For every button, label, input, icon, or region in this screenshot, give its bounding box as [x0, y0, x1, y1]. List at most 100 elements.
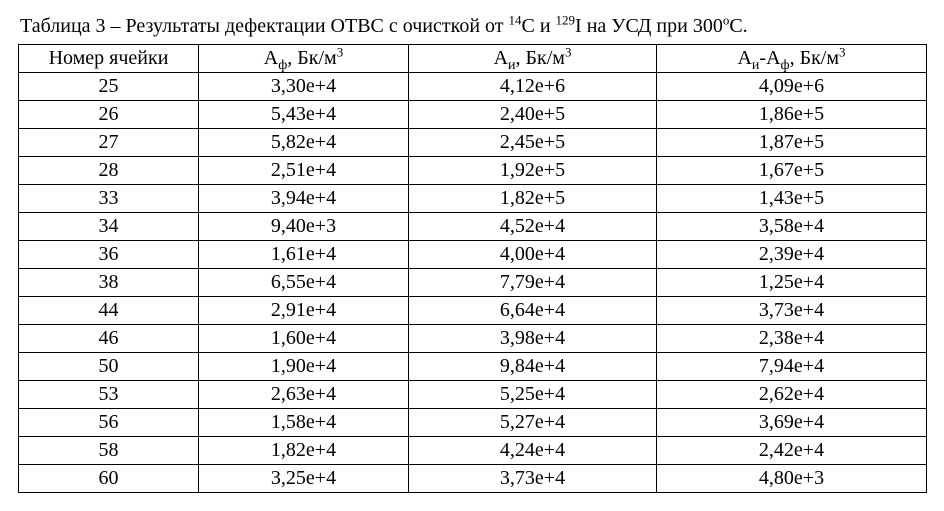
table-caption: Таблица 3 – Результаты дефектации ОТВС с…	[20, 14, 926, 38]
cell-af: 5,43e+4	[199, 101, 409, 129]
cell-number: 44	[19, 297, 199, 325]
cell-number: 26	[19, 101, 199, 129]
col3-b: , Бк/м	[516, 47, 565, 69]
cell-ai: 3,73e+4	[409, 465, 657, 493]
cell-number: 58	[19, 437, 199, 465]
col4-sup: 3	[839, 45, 846, 60]
table-row: 361,61e+44,00e+42,39e+4	[19, 241, 927, 269]
cell-af: 3,25e+4	[199, 465, 409, 493]
table-header-row: Номер ячейки Аф, Бк/м3 Аи, Бк/м3 Аи-Аф, …	[19, 45, 927, 73]
caption-iso1: С и	[522, 15, 556, 37]
col3-a: А	[494, 47, 508, 69]
caption-sup-14: 14	[509, 12, 522, 27]
cell-af: 9,40e+3	[199, 213, 409, 241]
table-row: 442,91e+46,64e+43,73e+4	[19, 297, 927, 325]
cell-diff: 3,73e+4	[657, 297, 927, 325]
table-row: 561,58e+45,27e+43,69e+4	[19, 409, 927, 437]
table-row: 532,63e+45,25e+42,62e+4	[19, 381, 927, 409]
col4-a: А	[737, 47, 751, 69]
cell-ai: 4,24e+4	[409, 437, 657, 465]
cell-number: 27	[19, 129, 199, 157]
cell-diff: 1,43e+5	[657, 185, 927, 213]
cell-number: 53	[19, 381, 199, 409]
cell-ai: 1,92e+5	[409, 157, 657, 185]
cell-diff: 3,58e+4	[657, 213, 927, 241]
cell-ai: 4,00e+4	[409, 241, 657, 269]
cell-ai: 6,64e+4	[409, 297, 657, 325]
table-row: 265,43e+42,40e+51,86e+5	[19, 101, 927, 129]
cell-ai: 5,25e+4	[409, 381, 657, 409]
cell-number: 50	[19, 353, 199, 381]
col4-mid: -А	[759, 47, 780, 69]
cell-af: 2,63e+4	[199, 381, 409, 409]
cell-number: 33	[19, 185, 199, 213]
col4-sub2: ф	[781, 58, 790, 73]
col2-sup: 3	[337, 45, 344, 60]
cell-ai: 9,84e+4	[409, 353, 657, 381]
cell-diff: 2,42e+4	[657, 437, 927, 465]
cell-diff: 4,09e+6	[657, 73, 927, 101]
col2-b: , Бк/м	[287, 47, 336, 69]
cell-ai: 4,12e+6	[409, 73, 657, 101]
cell-number: 60	[19, 465, 199, 493]
cell-diff: 1,86e+5	[657, 101, 927, 129]
cell-ai: 5,27e+4	[409, 409, 657, 437]
cell-diff: 2,38e+4	[657, 325, 927, 353]
cell-number: 28	[19, 157, 199, 185]
cell-ai: 7,79e+4	[409, 269, 657, 297]
cell-af: 2,51e+4	[199, 157, 409, 185]
cell-number: 25	[19, 73, 199, 101]
table-row: 275,82e+42,45e+51,87e+5	[19, 129, 927, 157]
cell-ai: 4,52e+4	[409, 213, 657, 241]
cell-diff: 3,69e+4	[657, 409, 927, 437]
cell-number: 56	[19, 409, 199, 437]
table-row: 349,40e+34,52e+43,58e+4	[19, 213, 927, 241]
col-header-ai: Аи, Бк/м3	[409, 45, 657, 73]
cell-diff: 1,67e+5	[657, 157, 927, 185]
cell-diff: 4,80e+3	[657, 465, 927, 493]
col-header-cell-number: Номер ячейки	[19, 45, 199, 73]
caption-iso2: I на УСД при 300	[575, 15, 723, 37]
cell-af: 1,60e+4	[199, 325, 409, 353]
col2-a: А	[264, 47, 278, 69]
table-row: 282,51e+41,92e+51,67e+5	[19, 157, 927, 185]
table-row: 603,25e+43,73e+44,80e+3	[19, 465, 927, 493]
col2-sub: ф	[278, 58, 287, 73]
col3-sup: 3	[565, 45, 572, 60]
cell-af: 1,61e+4	[199, 241, 409, 269]
cell-diff: 1,25e+4	[657, 269, 927, 297]
caption-sup-129: 129	[556, 12, 576, 27]
cell-af: 3,94e+4	[199, 185, 409, 213]
table-row: 581,82e+44,24e+42,42e+4	[19, 437, 927, 465]
caption-suffix: С.	[729, 15, 747, 37]
caption-prefix: Таблица 3 – Результаты дефектации ОТВС с…	[20, 15, 509, 37]
cell-af: 2,91e+4	[199, 297, 409, 325]
col1-label: Номер ячейки	[49, 47, 169, 69]
cell-ai: 2,40e+5	[409, 101, 657, 129]
table-row: 386,55e+47,79e+41,25e+4	[19, 269, 927, 297]
col-header-af: Аф, Бк/м3	[199, 45, 409, 73]
cell-af: 1,58e+4	[199, 409, 409, 437]
cell-af: 6,55e+4	[199, 269, 409, 297]
col4-b: , Бк/м	[790, 47, 839, 69]
cell-ai: 1,82e+5	[409, 185, 657, 213]
table-row: 253,30e+44,12e+64,09e+6	[19, 73, 927, 101]
results-table: Номер ячейки Аф, Бк/м3 Аи, Бк/м3 Аи-Аф, …	[18, 44, 927, 493]
col-header-diff: Аи-Аф, Бк/м3	[657, 45, 927, 73]
cell-diff: 7,94e+4	[657, 353, 927, 381]
cell-af: 1,82e+4	[199, 437, 409, 465]
table-row: 333,94e+41,82e+51,43e+5	[19, 185, 927, 213]
cell-diff: 1,87e+5	[657, 129, 927, 157]
table-row: 461,60e+43,98e+42,38e+4	[19, 325, 927, 353]
table-row: 501,90e+49,84e+47,94e+4	[19, 353, 927, 381]
cell-number: 46	[19, 325, 199, 353]
cell-number: 38	[19, 269, 199, 297]
cell-ai: 3,98e+4	[409, 325, 657, 353]
cell-number: 36	[19, 241, 199, 269]
cell-af: 3,30e+4	[199, 73, 409, 101]
cell-number: 34	[19, 213, 199, 241]
cell-af: 1,90e+4	[199, 353, 409, 381]
cell-diff: 2,39e+4	[657, 241, 927, 269]
cell-diff: 2,62e+4	[657, 381, 927, 409]
col3-sub: и	[508, 58, 516, 73]
